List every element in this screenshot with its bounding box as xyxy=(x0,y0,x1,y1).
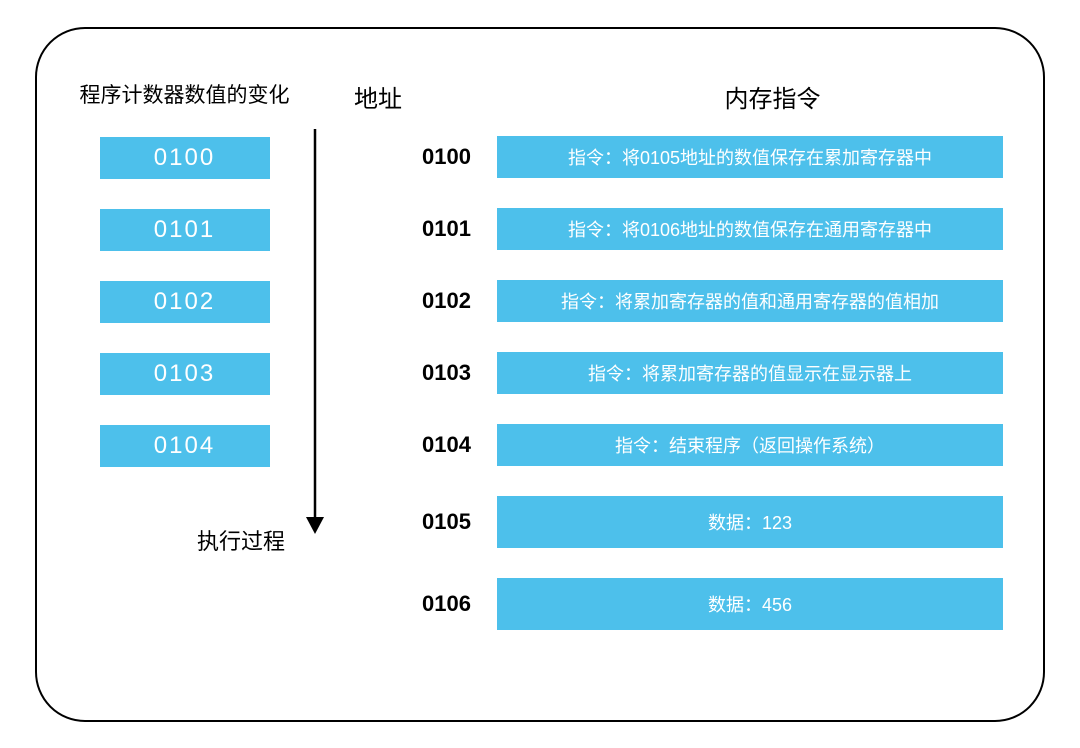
memory-instruction-box: 指令：将累加寄存器的值显示在显示器上 xyxy=(497,352,1003,394)
arrow-section: 地址 执行过程 xyxy=(292,79,412,680)
memory-row: 0102指令：将累加寄存器的值和通用寄存器的值相加 xyxy=(422,280,1003,322)
addr-header: 地址 xyxy=(354,79,402,114)
memory-row: 0105数据：123 xyxy=(422,496,1003,548)
memory-addr: 0100 xyxy=(422,144,497,170)
memory-row: 0101指令：将0106地址的数值保存在通用寄存器中 xyxy=(422,208,1003,250)
memory-instruction-box: 数据：123 xyxy=(497,496,1003,548)
memory-instruction-box: 数据：456 xyxy=(497,578,1003,630)
memory-row: 0100指令：将0105地址的数值保存在累加寄存器中 xyxy=(422,136,1003,178)
diagram-frame: 程序计数器数值的变化 01000101010201030104 地址 执行过程 … xyxy=(35,27,1045,722)
memory-instruction-box: 指令：将0106地址的数值保存在通用寄存器中 xyxy=(497,208,1003,250)
down-arrow-icon xyxy=(300,129,330,539)
memory-instruction-box: 指令：结束程序（返回操作系统） xyxy=(497,424,1003,466)
memory-instruction-box: 指令：将0105地址的数值保存在累加寄存器中 xyxy=(497,136,1003,178)
memory-list: 0100指令：将0105地址的数值保存在累加寄存器中 0101指令：将0106地址… xyxy=(422,136,1003,660)
memory-section: 内存指令 0100指令：将0105地址的数值保存在累加寄存器中0101指令：将0… xyxy=(422,79,1003,680)
memory-addr: 0101 xyxy=(422,216,497,242)
memory-addr: 0104 xyxy=(422,432,497,458)
memory-row: 0104指令：结束程序（返回操作系统） xyxy=(422,424,1003,466)
pc-list: 0100 0101 0102 0103 0104 xyxy=(100,137,270,497)
program-counter-section: 程序计数器数值的变化 0100 0101 0102 0103 0104 xyxy=(77,79,292,680)
memory-addr: 0106 xyxy=(422,591,497,617)
pc-value-box: 0100 xyxy=(100,137,270,179)
memory-addr: 0105 xyxy=(422,509,497,535)
memory-row: 0106数据：456 xyxy=(422,578,1003,630)
memory-addr: 0102 xyxy=(422,288,497,314)
pc-value-box: 0104 xyxy=(100,425,270,467)
memory-row: 0103指令：将累加寄存器的值显示在显示器上 xyxy=(422,352,1003,394)
memory-header: 内存指令 xyxy=(542,79,1003,114)
content-container: 程序计数器数值的变化 01000101010201030104 地址 执行过程 … xyxy=(77,79,1003,680)
memory-instruction-box: 指令：将累加寄存器的值和通用寄存器的值相加 xyxy=(497,280,1003,322)
pc-header: 程序计数器数值的变化 xyxy=(80,79,290,109)
pc-value-box: 0102 xyxy=(100,281,270,323)
pc-value-box: 0101 xyxy=(100,209,270,251)
memory-addr: 0103 xyxy=(422,360,497,386)
pc-value-box: 0103 xyxy=(100,353,270,395)
exec-label: 执行过程 xyxy=(197,524,285,556)
